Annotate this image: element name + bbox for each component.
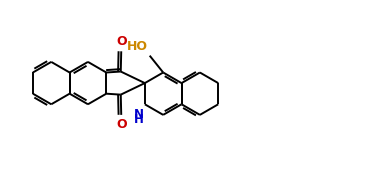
Text: H: H <box>133 113 143 126</box>
Text: HO: HO <box>127 40 148 53</box>
Text: O: O <box>116 35 127 48</box>
Text: O: O <box>116 118 127 131</box>
Text: N: N <box>133 108 143 121</box>
